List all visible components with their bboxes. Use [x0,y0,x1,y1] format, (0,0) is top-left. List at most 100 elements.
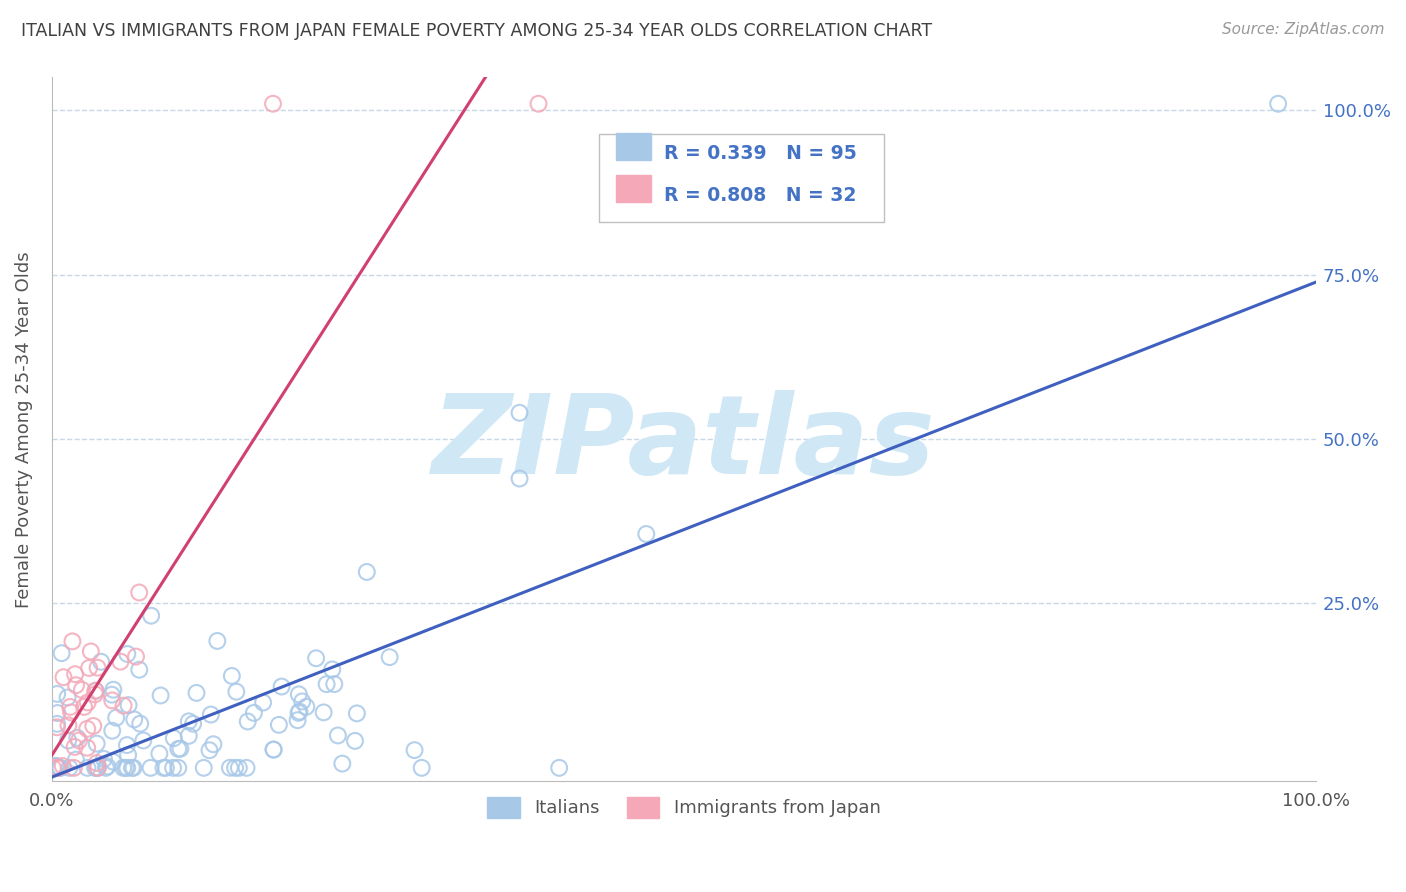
Point [225,684,247,698]
Point [87,761,110,775]
Point [96,759,118,773]
Point [76,695,98,709]
Point [58,718,80,732]
Point [267,718,290,732]
Text: Source: ZipAtlas.com: Source: ZipAtlas.com [1222,22,1385,37]
Point [117,698,139,712]
Point [46,706,69,720]
Point [287,713,309,727]
Point [181,716,204,731]
Point [103,682,125,697]
Point [86,761,108,775]
Point [80,644,103,658]
Point [86,761,108,775]
Point [411,761,433,775]
Point [270,680,292,694]
Point [346,706,368,721]
Point [65,678,87,692]
Point [117,647,139,661]
Point [121,761,143,775]
Point [66,731,89,745]
Point [527,96,550,111]
Point [86,737,108,751]
Point [51,646,73,660]
Point [323,677,346,691]
Point [70,682,93,697]
Point [167,742,190,756]
Point [45,759,67,773]
Point [84,761,107,775]
Point [101,693,124,707]
Point [46,717,69,731]
Point [60,706,83,720]
Point [219,761,242,775]
Point [76,761,98,775]
Point [326,728,349,742]
Point [101,723,124,738]
Point [117,747,139,762]
Point [287,706,309,720]
Point [56,733,79,747]
Point [52,670,75,684]
Point [291,694,314,708]
Point [48,761,70,775]
Point [67,733,90,747]
Point [90,655,112,669]
Point [46,720,69,734]
FancyBboxPatch shape [616,133,651,160]
Point [404,743,426,757]
Point [167,761,190,775]
Point [149,689,172,703]
Point [62,634,84,648]
Point [93,752,115,766]
Point [128,585,150,599]
Point [177,714,200,729]
Point [84,684,107,698]
Point [636,527,658,541]
Y-axis label: Female Poverty Among 25-34 Year Olds: Female Poverty Among 25-34 Year Olds [15,251,32,607]
Point [59,699,82,714]
Point [321,662,343,676]
Point [76,722,98,736]
Point [148,747,170,761]
Point [122,713,145,727]
Point [115,738,138,752]
Point [152,761,174,775]
Text: ITALIAN VS IMMIGRANTS FROM JAPAN FEMALE POVERTY AMONG 25-34 YEAR OLDS CORRELATIO: ITALIAN VS IMMIGRANTS FROM JAPAN FEMALE … [21,22,932,40]
Point [73,700,96,714]
Point [86,756,108,770]
Point [128,663,150,677]
Point [263,742,285,756]
Point [84,683,107,698]
Point [1267,96,1289,111]
FancyBboxPatch shape [599,134,883,222]
Point [76,740,98,755]
Point [193,761,215,775]
Legend: Italians, Immigrants from Japan: Italians, Immigrants from Japan [479,789,887,825]
Point [509,406,531,420]
Point [288,705,311,719]
Point [132,733,155,747]
Point [94,761,117,775]
Point [42,761,65,775]
Text: R = 0.808   N = 32: R = 0.808 N = 32 [664,186,856,205]
Point [236,714,259,729]
Point [288,687,311,701]
Point [224,761,246,775]
Point [221,669,243,683]
Point [305,651,328,665]
Point [122,761,145,775]
Point [235,761,257,775]
Text: R = 0.339   N = 95: R = 0.339 N = 95 [664,145,856,163]
Point [77,661,100,675]
Point [162,761,184,775]
Point [312,706,335,720]
Point [200,707,222,722]
Point [63,667,86,681]
Point [263,742,285,756]
Point [52,759,75,773]
Point [112,698,135,713]
Point [46,687,69,701]
Point [177,729,200,743]
Point [356,565,378,579]
